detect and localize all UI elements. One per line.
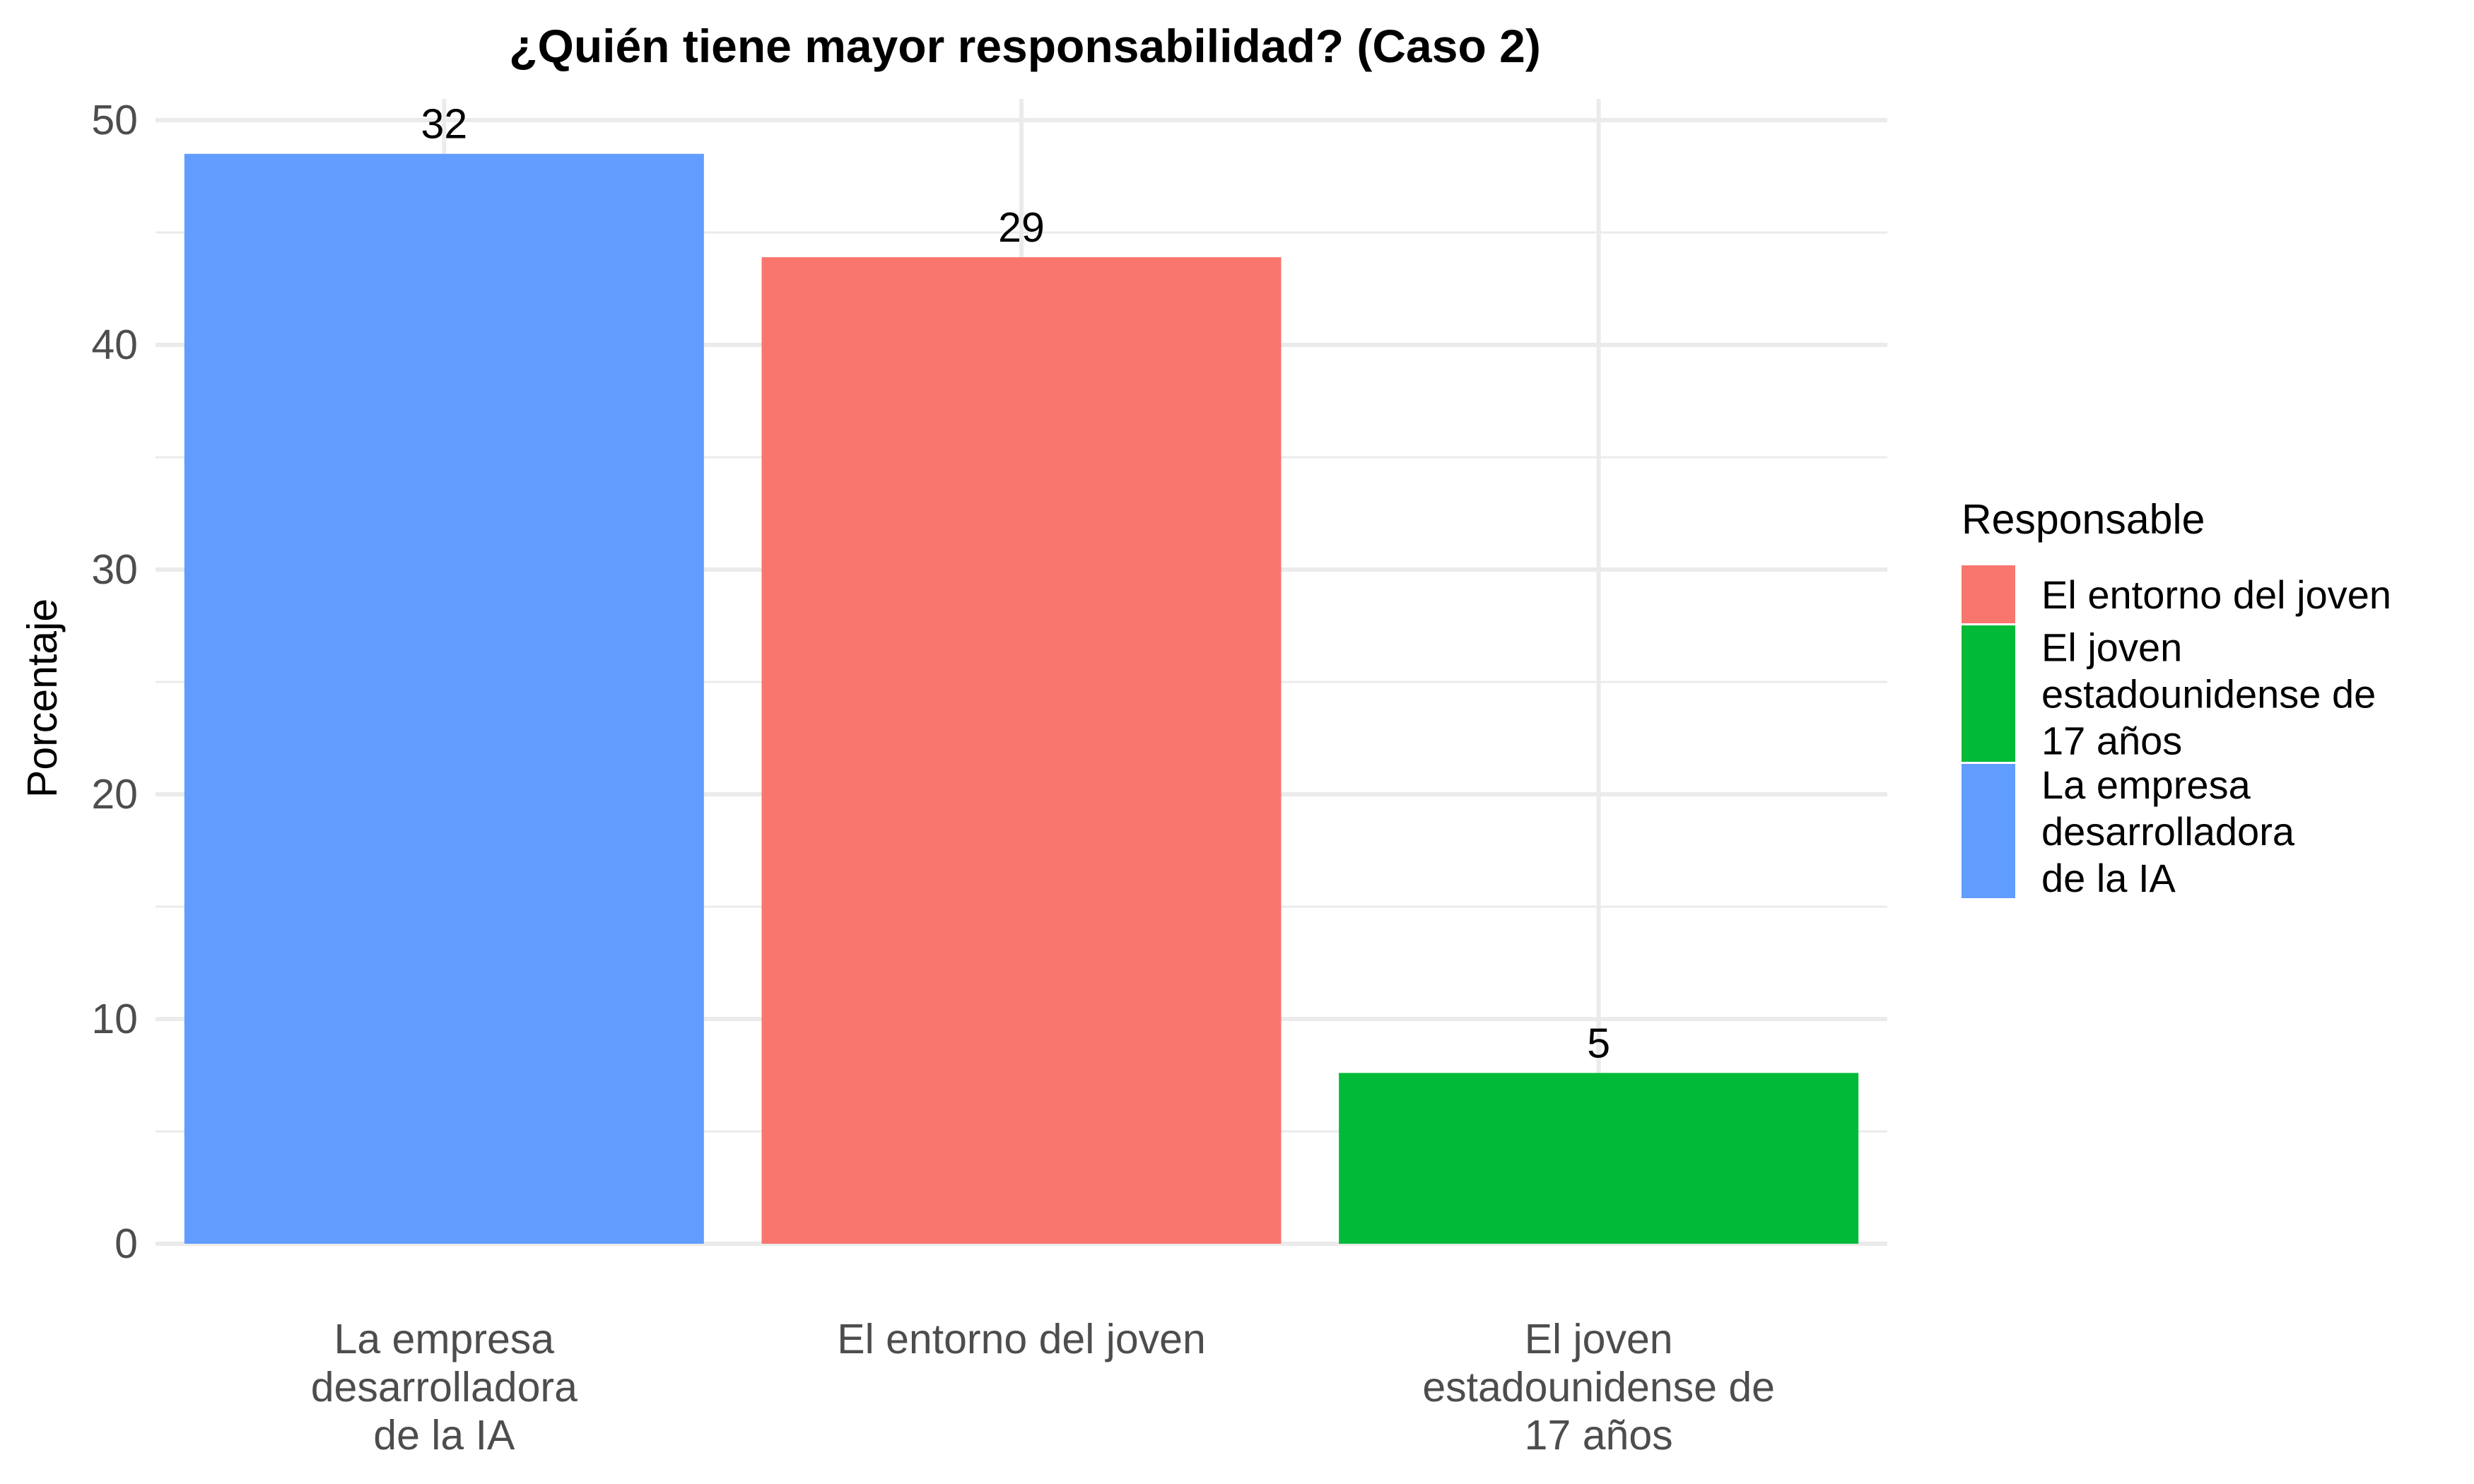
y-tick-label: 20	[91, 771, 138, 818]
x-tick-label: La empresa desarrolladora de la IA	[311, 1316, 578, 1459]
y-tick-label: 10	[91, 996, 138, 1042]
legend-title: Responsable	[1962, 496, 2205, 543]
x-tick-line: El entorno del joven	[837, 1316, 1206, 1362]
y-axis-ticks: 0 10 20 30 40 50	[91, 97, 138, 1267]
y-axis-label: Porcentaje	[19, 599, 66, 798]
y-tick-label: 50	[91, 97, 138, 143]
legend-label-line: El entorno del joven	[2041, 572, 2391, 617]
x-tick-line: de la IA	[373, 1412, 515, 1459]
bar	[184, 153, 704, 1244]
chart-title: ¿Quién tiene mayor responsabilidad? (Cas…	[509, 20, 1541, 72]
data-label: 5	[1587, 1020, 1610, 1066]
legend-label: La empresa desarrolladora de la IA	[2041, 762, 2295, 900]
bars	[184, 153, 1859, 1244]
x-tick-line: desarrolladora	[311, 1364, 578, 1411]
legend-key	[1962, 625, 2015, 762]
x-tick-label: El entorno del joven	[837, 1316, 1206, 1362]
y-tick-label: 40	[91, 322, 138, 368]
legend-label-line: El joven	[2041, 625, 2182, 670]
legend-label: El joven estadounidense de 17 años	[2041, 625, 2376, 763]
legend-key	[1962, 764, 2015, 898]
data-labels: 32 29 5	[421, 101, 1611, 1067]
data-label: 29	[998, 204, 1045, 251]
legend-label-line: 17 años	[2041, 719, 2182, 763]
legend-label-line: desarrolladora	[2041, 809, 2295, 854]
x-tick-label: El joven estadounidense de 17 años	[1422, 1316, 1775, 1459]
legend-label-line: estadounidense de	[2041, 672, 2376, 717]
x-tick-line: La empresa	[334, 1316, 555, 1362]
legend-label-line: La empresa	[2041, 762, 2251, 807]
legend-label-line: de la IA	[2041, 856, 2176, 900]
y-tick-label: 0	[115, 1220, 138, 1267]
x-tick-line: 17 años	[1525, 1412, 1673, 1459]
x-axis-ticks: La empresa desarrolladora de la IA El entor…	[311, 1316, 1775, 1459]
legend: Responsable El entorno del joven El joven…	[1962, 496, 2391, 900]
x-tick-line: El joven	[1525, 1316, 1673, 1362]
data-label: 32	[421, 101, 468, 148]
legend-key	[1962, 565, 2015, 623]
bar	[1339, 1073, 1859, 1244]
x-tick-line: estadounidense de	[1422, 1364, 1775, 1411]
bar	[761, 257, 1282, 1244]
legend-label: El entorno del joven	[2041, 572, 2391, 617]
y-tick-label: 30	[91, 546, 138, 593]
